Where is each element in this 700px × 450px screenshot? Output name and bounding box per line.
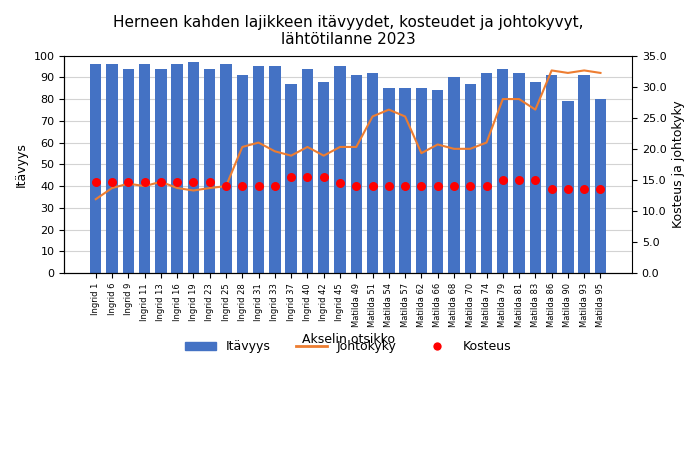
Point (204, 178, 216, 185)
Bar (318, 81, 330, 273)
Point (155, 178, 167, 185)
Bar (302, 68, 313, 273)
Bar (270, 67, 281, 273)
Bar (155, 68, 167, 273)
Bar (595, 99, 606, 273)
Point (351, 183, 362, 190)
Title: Herneen kahden lajikkeen itävyydet, kosteudet ja johtokyvyt,
lähtötilanne 2023: Herneen kahden lajikkeen itävyydet, kost… (113, 15, 583, 47)
Bar (253, 67, 265, 273)
Point (481, 183, 492, 190)
Bar (513, 73, 525, 273)
Point (253, 183, 264, 190)
Bar (416, 88, 427, 273)
Bar (286, 84, 297, 273)
Bar (448, 77, 460, 273)
Bar (335, 67, 346, 273)
Bar (172, 64, 183, 273)
Bar (122, 68, 134, 273)
Bar (383, 88, 395, 273)
Point (106, 178, 118, 185)
Y-axis label: Itävyys: Itävyys (15, 142, 28, 187)
Point (367, 183, 378, 190)
Legend: Itävyys, Johtokyky, Kosteus: Itävyys, Johtokyky, Kosteus (180, 335, 517, 358)
Point (270, 183, 281, 190)
Point (595, 186, 606, 193)
Point (448, 183, 459, 190)
Point (286, 173, 297, 180)
Bar (204, 68, 216, 273)
Point (302, 173, 313, 180)
Y-axis label: Kosteus ja johtokyky: Kosteus ja johtokyky (672, 100, 685, 228)
Point (172, 178, 183, 185)
Point (514, 176, 525, 184)
Bar (497, 68, 508, 273)
X-axis label: Akselin otsikko: Akselin otsikko (302, 333, 395, 346)
Point (335, 180, 346, 187)
Bar (188, 62, 200, 273)
Bar (481, 73, 492, 273)
Bar (220, 64, 232, 273)
Point (416, 183, 427, 190)
Point (400, 183, 411, 190)
Bar (139, 64, 150, 273)
Point (530, 176, 541, 184)
Point (318, 173, 329, 180)
Point (432, 183, 443, 190)
Point (383, 183, 394, 190)
Point (220, 183, 232, 190)
Point (90, 178, 101, 185)
Bar (562, 101, 573, 273)
Point (546, 186, 557, 193)
Point (562, 186, 573, 193)
Bar (465, 84, 476, 273)
Point (497, 176, 508, 184)
Bar (400, 88, 411, 273)
Point (122, 178, 134, 185)
Bar (432, 90, 443, 273)
Bar (237, 75, 248, 273)
Bar (546, 75, 557, 273)
Point (237, 183, 248, 190)
Bar (106, 64, 118, 273)
Bar (367, 73, 378, 273)
Bar (90, 64, 101, 273)
Bar (578, 75, 590, 273)
Bar (351, 75, 362, 273)
Point (465, 183, 476, 190)
Point (188, 178, 199, 185)
Point (579, 186, 590, 193)
Point (139, 178, 150, 185)
Bar (530, 81, 541, 273)
